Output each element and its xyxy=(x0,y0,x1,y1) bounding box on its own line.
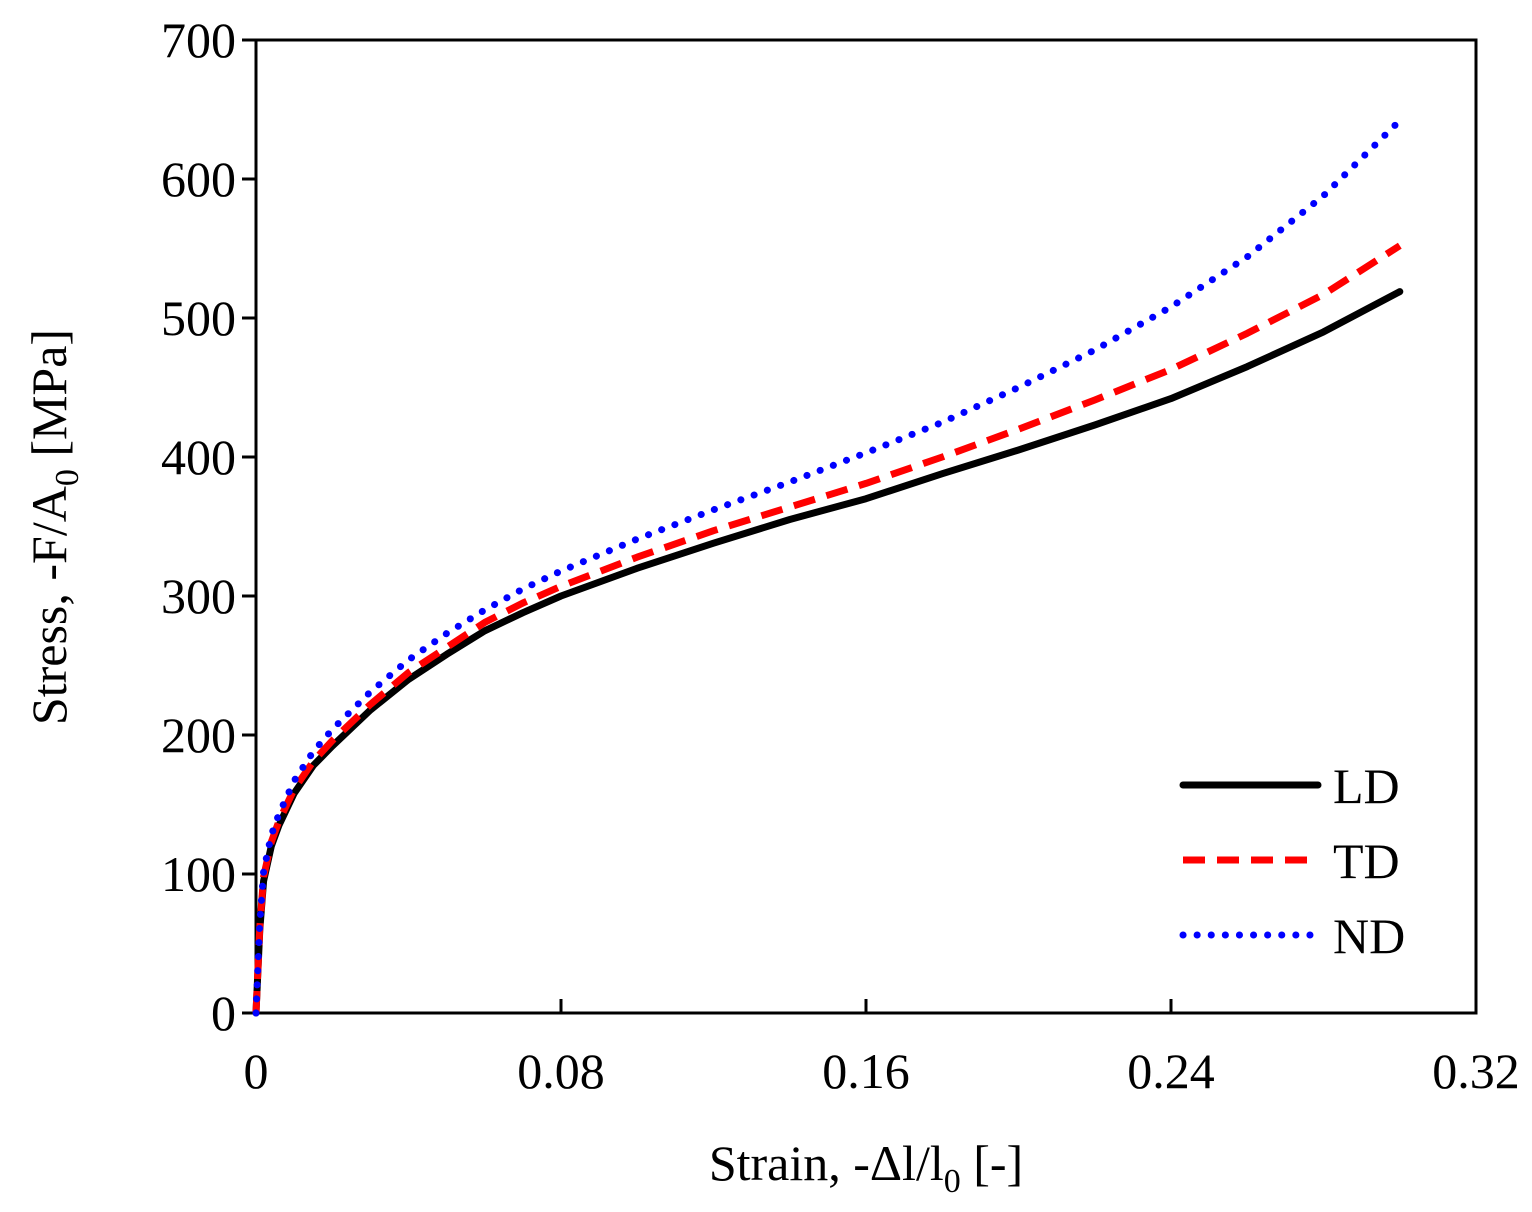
legend-label-td: TD xyxy=(1333,833,1400,889)
series-line-ld xyxy=(252,288,1404,1017)
y-tick-label: 600 xyxy=(161,151,236,207)
y-tick-label: 300 xyxy=(161,568,236,624)
y-tick-label: 400 xyxy=(161,429,236,485)
y-axis-title: Stress, -F/A0 [MPa] xyxy=(21,329,86,725)
x-tick-label: 0.08 xyxy=(517,1043,605,1099)
x-axis: 0 0.08 0.16 0.24 0.32 xyxy=(244,999,1520,1099)
series-line-nd xyxy=(252,117,1404,1017)
legend-label-ld: LD xyxy=(1333,758,1400,814)
x-tick-label: 0.24 xyxy=(1127,1043,1215,1099)
x-tick-label: 0 xyxy=(244,1043,269,1099)
y-tick-label: 200 xyxy=(161,707,236,763)
y-axis: 0 100 200 300 400 500 600 700 xyxy=(161,12,256,1041)
legend: LD TD ND xyxy=(1179,758,1405,964)
series-layer xyxy=(252,117,1404,1017)
x-axis-title: Strain, -Δl/l0 [-] xyxy=(709,1135,1023,1200)
series-line-td xyxy=(252,242,1402,1014)
y-tick-label: 500 xyxy=(161,290,236,346)
x-tick-label: 0.32 xyxy=(1432,1043,1520,1099)
y-tick-label: 0 xyxy=(211,985,236,1041)
legend-label-nd: ND xyxy=(1333,908,1405,964)
plot-frame xyxy=(254,38,1478,1015)
y-tick-label: 100 xyxy=(161,846,236,902)
x-tick-label: 0.16 xyxy=(822,1043,910,1099)
y-tick-label: 700 xyxy=(161,12,236,68)
